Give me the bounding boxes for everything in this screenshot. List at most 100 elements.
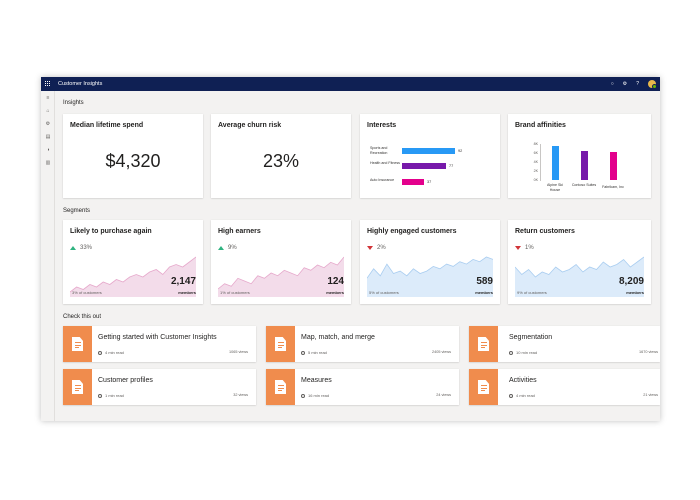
section-check-this-out: Check this out — [63, 314, 102, 320]
card-title: Likely to purchase again — [70, 228, 152, 235]
document-icon — [275, 337, 286, 351]
sparkline-line — [218, 256, 344, 290]
view-count: 1670 views — [639, 350, 658, 354]
sparkline-area — [218, 257, 344, 297]
measures-icon[interactable]: ▥ — [45, 159, 51, 166]
member-count: 124 — [327, 276, 344, 287]
doc-thumbnail — [469, 326, 498, 362]
read-time: 1 min read — [105, 393, 124, 398]
doc-card[interactable]: Measures 16 min read 24 views — [266, 369, 459, 405]
brand-bar — [610, 152, 617, 180]
doc-title[interactable]: Measures — [301, 377, 332, 384]
document-icon — [72, 337, 83, 351]
card-churn-risk[interactable]: Average churn risk 23% — [211, 114, 351, 198]
change-value: 9% — [228, 245, 237, 251]
interest-label: Auto Insurance — [370, 178, 395, 182]
axis-tick: 8K — [533, 142, 538, 146]
doc-title[interactable]: Getting started with Customer Insights — [98, 334, 217, 341]
segment-card[interactable]: Return customers 1% 8,209 members 9% of … — [508, 220, 651, 304]
data-icon[interactable]: ▤ — [45, 133, 51, 140]
percent-of-customers: 1% of customers — [220, 290, 250, 295]
hamburger-icon[interactable]: ≡ — [46, 94, 50, 101]
segment-card[interactable]: High earners 9% 124 members 1% of custom… — [211, 220, 351, 304]
read-time: 16 min read — [308, 393, 330, 398]
segment-sparkline — [70, 256, 196, 297]
interest-bar — [402, 179, 424, 185]
doc-thumbnail — [266, 326, 295, 362]
clock-icon — [301, 350, 305, 355]
app-launcher-icon[interactable] — [41, 77, 55, 91]
card-interests[interactable]: Interests Sports and Recreation Health a… — [360, 114, 500, 198]
clock-icon — [509, 350, 513, 355]
percent-of-customers: 9% of customers — [517, 290, 547, 295]
bell-icon[interactable]: ○ — [610, 81, 614, 87]
card-title: Brand affinities — [515, 122, 566, 129]
doc-title[interactable]: Customer profiles — [98, 377, 153, 384]
card-lifetime-spend[interactable]: Median lifetime spend $4,320 — [63, 114, 203, 198]
app-title: Customer Insights — [58, 81, 103, 87]
top-bar: Customer Insights ○ ⚙ ? — [41, 77, 660, 91]
axis-tick: 4K — [533, 160, 538, 164]
axis-line — [540, 144, 541, 181]
document-icon — [72, 380, 83, 394]
view-count: 32 views — [233, 393, 248, 397]
tools-icon[interactable]: ⚙ — [45, 120, 51, 127]
settings-icon[interactable]: ⚙ — [622, 81, 628, 87]
kpi-value: 23% — [262, 151, 300, 171]
interest-value: 92 — [458, 149, 463, 153]
brand-bar — [552, 146, 559, 180]
sparkline-area — [70, 257, 196, 297]
card-title: Interests — [367, 122, 397, 129]
doc-title[interactable]: Activities — [509, 377, 537, 384]
members-label: members — [178, 290, 196, 295]
trend-up-icon — [70, 246, 76, 250]
interest-value: 37 — [427, 180, 432, 184]
avatar[interactable] — [648, 80, 657, 89]
brand-label: Alpine Ski House — [547, 183, 563, 192]
trend-up-icon — [218, 246, 224, 250]
members-label: members — [626, 290, 644, 295]
card-title: Highly engaged customers — [367, 228, 457, 235]
help-icon[interactable]: ? — [636, 81, 639, 87]
brand-label: Fabrikam, Inc — [602, 185, 624, 189]
segment-sparkline — [367, 256, 493, 297]
segment-card[interactable]: Highly engaged customers 2% 589 members … — [360, 220, 500, 304]
member-count: 589 — [476, 276, 493, 287]
axis-tick: 6K — [533, 151, 538, 155]
home-icon[interactable]: ⌂ — [46, 107, 50, 114]
doc-card[interactable]: Customer profiles 1 min read 32 views — [63, 369, 256, 405]
doc-card[interactable]: Segmentation 10 min read 1670 views — [469, 326, 660, 362]
kpi-value: $4,320 — [105, 151, 161, 171]
section-segments: Segments — [63, 208, 91, 214]
view-count: 21 views — [643, 393, 658, 397]
brand-label: Contoso Suites — [571, 183, 597, 187]
doc-thumbnail — [63, 369, 92, 405]
section-insights: Insights — [63, 100, 84, 106]
members-label: members — [326, 290, 344, 295]
doc-thumbnail — [63, 326, 92, 362]
clock-icon — [98, 350, 102, 355]
card-title: Return customers — [515, 228, 575, 235]
sparkline-line — [515, 256, 644, 278]
doc-title[interactable]: Segmentation — [509, 334, 553, 341]
view-count: 24 views — [436, 393, 451, 397]
segment-sparkline — [515, 256, 644, 297]
segment-card[interactable]: Likely to purchase again 33% 2,147 membe… — [63, 220, 203, 304]
doc-title[interactable]: Map, match, and merge — [301, 334, 375, 341]
interest-bar — [402, 148, 455, 154]
doc-card[interactable]: Activities 4 min read 21 views — [469, 369, 660, 405]
read-time: 5 min read — [308, 350, 327, 355]
segment-sparkline — [218, 256, 344, 297]
sparkline-line — [70, 256, 196, 293]
change-value: 1% — [525, 245, 534, 251]
change-value: 2% — [377, 245, 386, 251]
doc-card[interactable]: Getting started with Customer Insights 4… — [63, 326, 256, 362]
interest-label: Sports and Recreation — [370, 146, 388, 155]
doc-card[interactable]: Map, match, and merge 5 min read 2405 vi… — [266, 326, 459, 362]
view-count: 1065 views — [229, 350, 248, 354]
clock-icon — [509, 393, 513, 398]
main-content: Insights Median lifetime spend $4,320 Av… — [55, 91, 660, 421]
card-brand-affinities[interactable]: Brand affinities 8K 6K 4K 2K 0K Alpine S… — [508, 114, 651, 198]
app-window: Customer Insights ○ ⚙ ? ≡ ⌂ ⚙ ▤ ◑ ▥ Insi… — [41, 77, 660, 421]
segments-icon[interactable]: ◑ — [46, 146, 50, 153]
